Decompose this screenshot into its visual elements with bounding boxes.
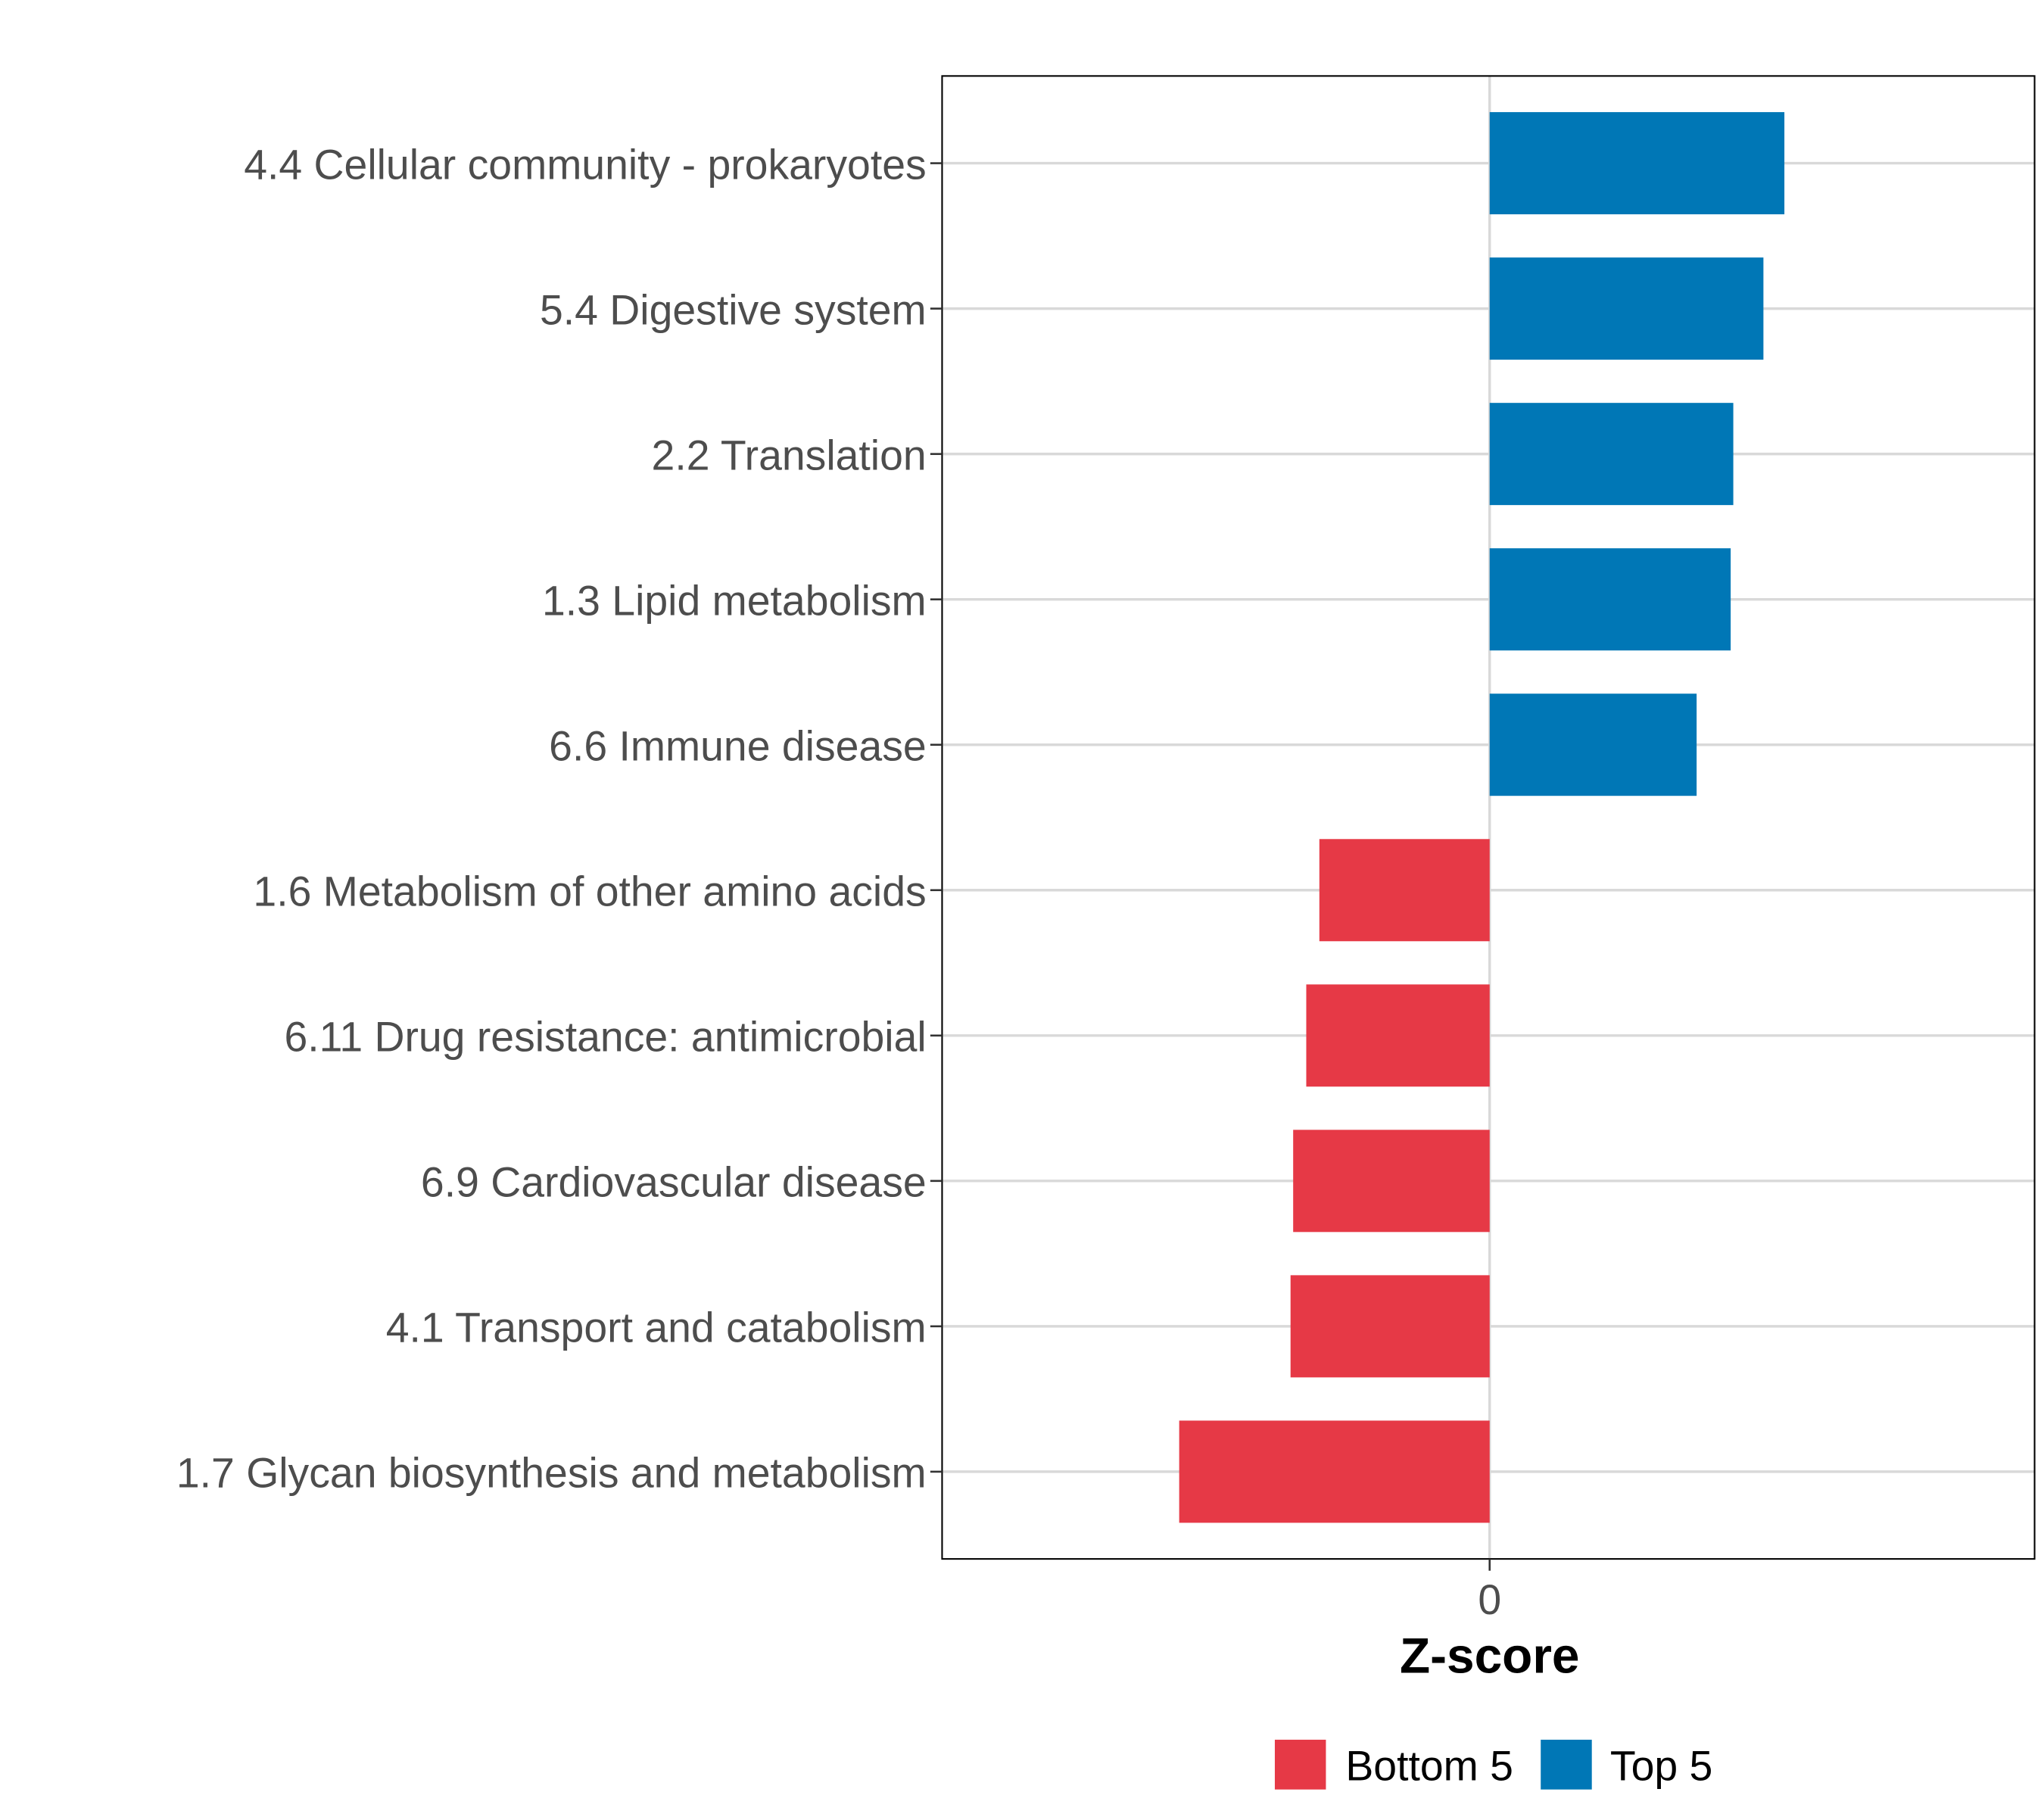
bar [1489,112,1785,215]
x-axis-title: Z-score [1400,1628,1580,1684]
legend-swatch-top5 [1541,1739,1592,1790]
x-axis-ticks: 0 [1478,1559,1501,1623]
y-axis-label: 4.4 Cellular community - prokaryotes [244,141,926,188]
y-axis-labels: 4.4 Cellular community - prokaryotes 5.4 … [176,141,943,1497]
bar [1489,548,1731,651]
legend-label-bottom5: Bottom 5 [1345,1743,1513,1790]
y-axis-label: 4.1 Transport and catabolism [386,1304,927,1351]
bar [1306,984,1490,1087]
legend-swatch-bottom5 [1274,1739,1326,1790]
bar [1319,839,1490,942]
bar [1489,693,1697,796]
y-axis-label: 1.7 Glycan biosynthesis and metabolism [176,1450,927,1497]
y-axis-label: 2.2 Translation [652,432,927,478]
legend-label-top5: Top 5 [1610,1743,1712,1790]
plot-panel-border [941,75,2036,1560]
bar [1293,1130,1490,1233]
bar [1290,1275,1490,1378]
y-axis-label: 1.6 Metabolism of other amino acids [253,868,926,915]
legend: Bottom 5 Top 5 [1274,1739,1712,1790]
y-axis-label: 1.3 Lipid metabolism [542,577,927,624]
y-axis-label: 6.9 Cardiovascular disease [421,1159,927,1206]
bars [1179,112,1785,1523]
bar [1489,257,1764,360]
bar [1489,403,1734,506]
x-tick-label: 0 [1478,1576,1501,1623]
bar [1179,1420,1490,1523]
y-axis-label: 6.11 Drug resistance: antimicrobial [284,1014,926,1061]
y-axis-label: 6.6 Immune disease [549,722,927,769]
y-axis-label: 5.4 Digestive system [540,286,927,333]
